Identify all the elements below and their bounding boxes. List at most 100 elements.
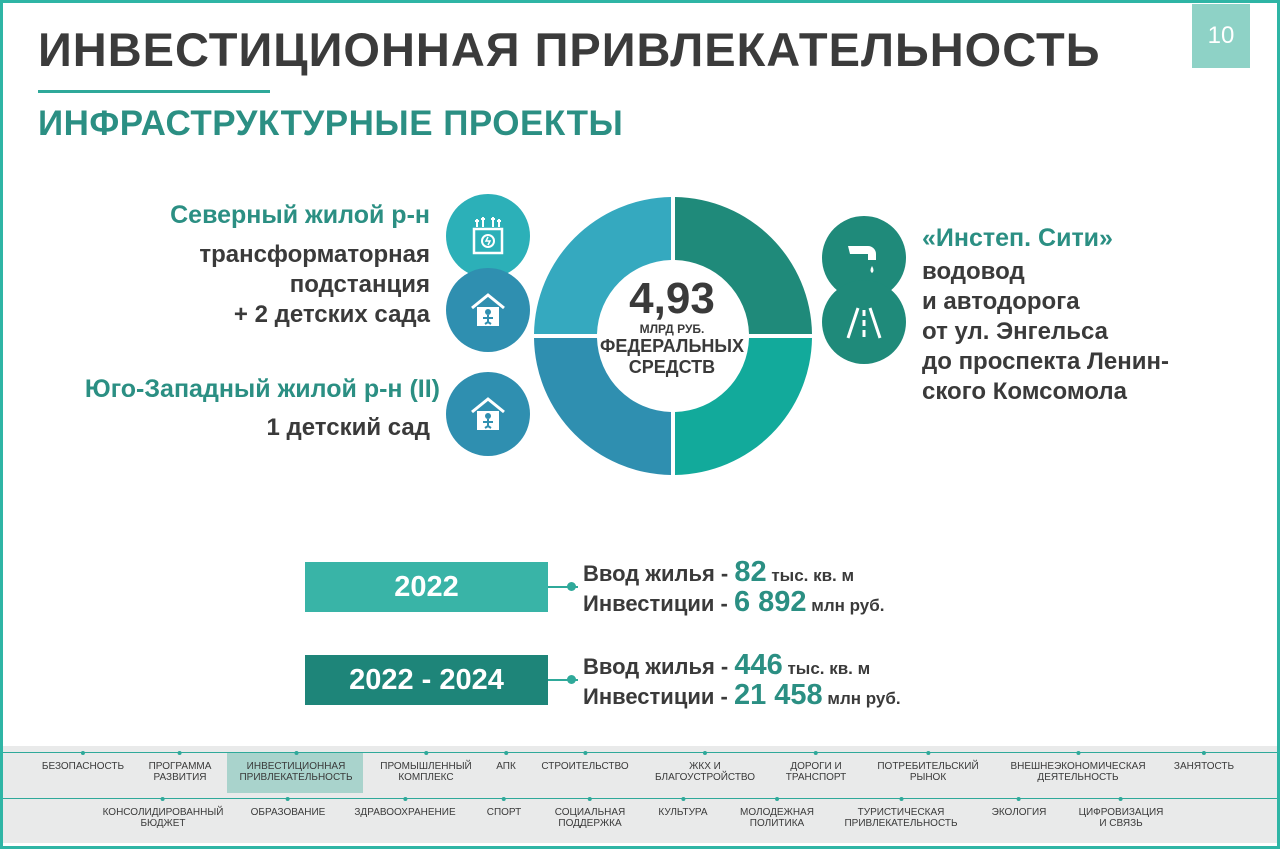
nav-item-row1-5[interactable]: СТРОИТЕЛЬСТВО bbox=[541, 751, 629, 772]
investment-value: 6 892 bbox=[733, 586, 807, 618]
nav-item-label: ЭКОЛОГИЯ bbox=[991, 807, 1047, 818]
kindergarten-icon bbox=[446, 268, 530, 352]
connector-dot bbox=[567, 675, 576, 684]
nav-item-row2-9[interactable]: ЦИФРОВИЗАЦИЯ И СВЯЗЬ bbox=[1078, 797, 1164, 829]
federal-funds-donut bbox=[534, 197, 812, 475]
housing-value: 82 bbox=[734, 556, 767, 588]
connector-dot bbox=[567, 582, 576, 591]
donut-segment-bottom-right bbox=[675, 338, 812, 475]
north-district-details: трансформаторная подстанция + 2 детских … bbox=[199, 240, 430, 330]
connector-line bbox=[548, 586, 578, 588]
nav-item-row2-5[interactable]: КУЛЬТУРА bbox=[658, 797, 708, 818]
nav-item-label: ДЕЯТЕЛЬНОСТЬ bbox=[1037, 772, 1119, 783]
road-icon bbox=[822, 280, 906, 364]
nav-item-row1-4[interactable]: АПК bbox=[496, 751, 516, 772]
nav-item-label: ПРИВЛЕКАТЕЛЬНОСТЬ bbox=[844, 818, 958, 829]
nav-item-label: КУЛЬТУРА bbox=[658, 807, 708, 818]
instep-city-title: «Инстеп. Сити» bbox=[922, 224, 1113, 252]
nav-item-row2-7[interactable]: ТУРИСТИЧЕСКАЯ ПРИВЛЕКАТЕЛЬНОСТЬ bbox=[844, 797, 958, 829]
nav-item-row1-9[interactable]: ВНЕШНЕЭКОНОМИЧЕСКАЯ ДЕЯТЕЛЬНОСТЬ bbox=[1010, 751, 1146, 783]
instep-detail-line: водовод bbox=[922, 258, 1025, 285]
federal-funds-label: СРЕДСТВ bbox=[628, 357, 716, 377]
nav-item-row2-4[interactable]: СОЦИАЛЬНАЯ ПОДДЕРЖКА bbox=[554, 797, 626, 829]
nav-item-label: РАЗВИТИЯ bbox=[153, 772, 207, 783]
federal-funds-unit: МЛРД РУБ. bbox=[639, 322, 705, 336]
southwest-district-detail: 1 детский сад bbox=[266, 414, 430, 441]
nav-item-label: СОЦИАЛЬНАЯ bbox=[554, 807, 626, 818]
nav-item-row2-2[interactable]: ЗДРАВООХРАНЕНИЕ bbox=[354, 797, 456, 818]
donut-segment-top-left bbox=[534, 197, 671, 334]
nav-item-label: И СВЯЗЬ bbox=[1099, 818, 1143, 829]
nav-item-row2-6[interactable]: МОЛОДЕЖНАЯ ПОЛИТИКА bbox=[740, 797, 814, 829]
nav-item-label: ПОДДЕРЖКА bbox=[558, 818, 622, 829]
nav-item-row2-1[interactable]: ОБРАЗОВАНИЕ bbox=[250, 797, 326, 818]
nav-item-row2-3[interactable]: СПОРТ bbox=[486, 797, 522, 818]
nav-item-label: ОБРАЗОВАНИЕ bbox=[250, 807, 326, 818]
nav-item-label: ПОЛИТИКА bbox=[749, 818, 805, 829]
nav-item-label: БЛАГОУСТРОЙСТВО bbox=[654, 772, 756, 783]
investment-stat-2022-2024: Инвестиции - 21 458 млн руб. bbox=[583, 679, 901, 712]
investment-value: 21 458 bbox=[733, 679, 823, 711]
nav-item-row1-2[interactable]: ИНВЕСТИЦИОННАЯ ПРИВЛЕКАТЕЛЬНОСТЬ bbox=[239, 751, 353, 783]
nav-item-row1-1[interactable]: ПРОГРАММА РАЗВИТИЯ bbox=[148, 751, 212, 783]
nav-item-row1-0[interactable]: БЕЗОПАСНОСТЬ bbox=[41, 751, 125, 772]
nav-item-label: КОМПЛЕКС bbox=[398, 772, 454, 783]
investment-stat-2022: Инвестиции - 6 892 млн руб. bbox=[583, 586, 884, 619]
nav-item-label: ВНЕШНЕЭКОНОМИЧЕСКАЯ bbox=[1010, 761, 1146, 772]
donut-segment-top-right bbox=[675, 197, 812, 334]
north-district-title: Северный жилой р-н bbox=[170, 201, 430, 229]
nav-item-label: СПОРТ bbox=[486, 807, 522, 818]
nav-item-row2-0[interactable]: КОНСОЛИДИРОВАННЫЙ БЮДЖЕТ bbox=[102, 797, 224, 829]
investment-label: Инвестиции - bbox=[583, 684, 734, 709]
page-number: 10 bbox=[1192, 4, 1250, 68]
investment-label: Инвестиции - bbox=[583, 591, 734, 616]
nav-item-label: КОНСОЛИДИРОВАННЫЙ bbox=[102, 807, 224, 818]
year-box-2022-2024: 2022 - 2024 bbox=[305, 655, 548, 705]
north-detail-line: + 2 детских сада bbox=[233, 301, 430, 328]
housing-value: 446 bbox=[734, 649, 783, 681]
nav-item-label: ЦИФРОВИЗАЦИЯ bbox=[1078, 807, 1164, 818]
nav-item-label: ЗДРАВООХРАНЕНИЕ bbox=[354, 807, 456, 818]
nav-item-label: АПК bbox=[496, 761, 516, 772]
housing-label: Ввод жилья - bbox=[583, 654, 735, 679]
north-detail-line: подстанция bbox=[289, 271, 430, 298]
nav-item-label: ПРОГРАММА bbox=[148, 761, 212, 772]
housing-label: Ввод жилья - bbox=[583, 561, 735, 586]
nav-item-label: ТУРИСТИЧЕСКАЯ bbox=[857, 807, 945, 818]
nav-item-row1-8[interactable]: ПОТРЕБИТЕЛЬСКИЙ РЫНОК bbox=[877, 751, 979, 783]
nav-item-label: ЖКХ И bbox=[689, 761, 721, 772]
year-box-2022: 2022 bbox=[305, 562, 548, 612]
north-detail-line: трансформаторная bbox=[199, 241, 430, 268]
nav-item-label: ЗАНЯТОСТЬ bbox=[1173, 761, 1235, 772]
nav-item-label: БЮДЖЕТ bbox=[140, 818, 186, 829]
section-subtitle: ИНФРАСТРУКТУРНЫЕ ПРОЕКТЫ bbox=[38, 104, 624, 143]
nav-item-label: БЕЗОПАСНОСТЬ bbox=[41, 761, 125, 772]
nav-item-label: ИНВЕСТИЦИОННАЯ bbox=[246, 761, 346, 772]
nav-line-top bbox=[3, 752, 1277, 753]
nav-item-label: ПРОМЫШЛЕННЫЙ bbox=[380, 761, 472, 772]
nav-item-row1-7[interactable]: ДОРОГИ И ТРАНСПОРТ bbox=[786, 751, 846, 783]
instep-detail-line: от ул. Энгельса bbox=[922, 318, 1108, 345]
nav-item-row1-3[interactable]: ПРОМЫШЛЕННЫЙ КОМПЛЕКС bbox=[380, 751, 472, 783]
federal-funds-value: 4,93 bbox=[629, 274, 715, 323]
nav-item-label: СТРОИТЕЛЬСТВО bbox=[541, 761, 629, 772]
instep-detail-line: до проспекта Ленин- bbox=[922, 348, 1169, 375]
kindergarten-icon bbox=[446, 372, 530, 456]
investment-unit: млн руб. bbox=[806, 596, 885, 615]
southwest-district-title: Юго-Западный жилой р-н (II) bbox=[84, 375, 440, 403]
nav-item-label: ПОТРЕБИТЕЛЬСКИЙ bbox=[877, 761, 979, 772]
section-navigation: БЕЗОПАСНОСТЬ ПРОГРАММА РАЗВИТИЯ ИНВЕСТИЦИОН… bbox=[3, 746, 1277, 843]
nav-item-label: ПРИВЛЕКАТЕЛЬНОСТЬ bbox=[239, 772, 353, 783]
nav-line-middle bbox=[3, 798, 1277, 799]
connector-line bbox=[548, 679, 578, 681]
instep-city-details: водовод и автодорога от ул. Энгельса до … bbox=[922, 257, 1169, 407]
nav-item-row2-8[interactable]: ЭКОЛОГИЯ bbox=[991, 797, 1047, 818]
page-title: ИНВЕСТИЦИОННАЯ ПРИВЛЕКАТЕЛЬНОСТЬ bbox=[38, 23, 1101, 76]
nav-item-label: МОЛОДЕЖНАЯ bbox=[740, 807, 814, 818]
nav-item-row1-6[interactable]: ЖКХ И БЛАГОУСТРОЙСТВО bbox=[654, 751, 756, 783]
nav-item-label: ДОРОГИ И bbox=[790, 761, 842, 772]
title-underline bbox=[38, 90, 270, 93]
housing-stat-2022: Ввод жилья - 82 тыс. кв. м bbox=[583, 556, 854, 589]
nav-item-row1-10[interactable]: ЗАНЯТОСТЬ bbox=[1173, 751, 1235, 772]
